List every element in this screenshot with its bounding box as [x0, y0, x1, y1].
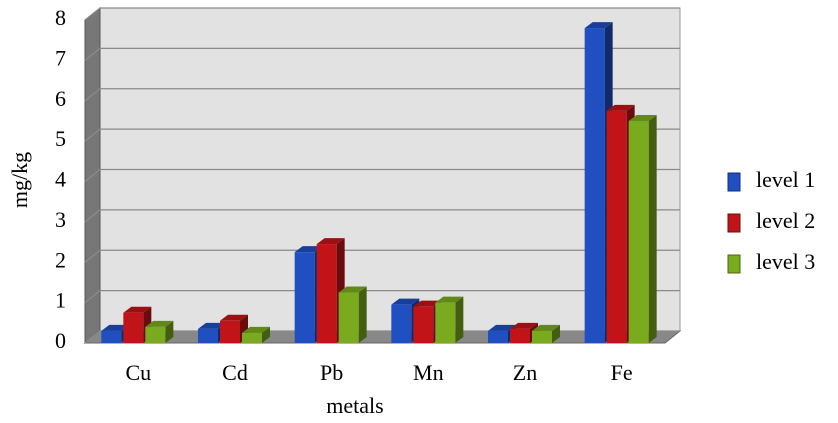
y-tick-label: 8	[55, 5, 66, 30]
bar	[532, 330, 552, 343]
bar-top	[606, 104, 635, 111]
bar-top	[391, 298, 420, 305]
bar-top	[242, 326, 270, 333]
bar-top	[294, 246, 323, 253]
grid-line	[84, 290, 680, 304]
legend-swatch	[727, 254, 741, 274]
x-tick-label: Cd	[222, 360, 248, 385]
y-tick-label: 5	[55, 126, 66, 151]
bar-top	[628, 114, 657, 121]
bar-side	[552, 324, 560, 343]
grid-line	[84, 88, 680, 102]
grid-line	[84, 7, 680, 21]
bar	[413, 306, 434, 343]
bar-top	[198, 322, 226, 329]
x-axis-label: metals	[326, 393, 383, 418]
bar	[316, 244, 337, 343]
bar	[198, 328, 218, 343]
bar-top	[488, 324, 516, 331]
bar-top	[435, 296, 464, 303]
y-tick-label: 3	[55, 207, 66, 232]
y-tick-label: 2	[55, 247, 66, 272]
y-tick-label: 1	[55, 288, 66, 313]
legend-label: level 3	[756, 249, 815, 274]
x-tick-label: Fe	[611, 360, 633, 385]
bar-side	[455, 296, 464, 343]
bar	[101, 330, 122, 343]
bar	[391, 304, 412, 343]
bar-side	[262, 326, 270, 343]
bar	[123, 312, 144, 343]
y-tick-label: 4	[55, 167, 66, 192]
bar-top	[532, 324, 560, 331]
legend-swatch	[727, 172, 741, 192]
bar	[435, 302, 456, 343]
bar	[606, 110, 627, 343]
grid-line	[84, 249, 680, 263]
bar	[488, 330, 508, 343]
grid-line	[84, 47, 680, 61]
x-tick-label: Pb	[320, 360, 343, 385]
bar-top	[220, 314, 248, 321]
bar	[294, 252, 315, 343]
y-axis-label: mg/kg	[7, 152, 32, 208]
bar-top	[123, 306, 152, 313]
bar-top	[510, 322, 538, 329]
x-tick-label: Zn	[513, 360, 537, 385]
bar-top	[145, 320, 174, 327]
bar	[338, 292, 359, 343]
bar	[145, 326, 166, 343]
bar-side	[165, 320, 174, 343]
bar-side	[358, 286, 367, 343]
bar-top	[584, 22, 613, 29]
bar-side	[648, 114, 657, 343]
grid-line	[84, 128, 680, 142]
bar	[220, 320, 240, 343]
bar	[584, 28, 605, 343]
bar-top	[338, 286, 367, 293]
grid-line	[84, 209, 680, 223]
x-tick-label: Mn	[413, 360, 444, 385]
bar	[510, 328, 530, 343]
y-tick-label: 6	[55, 86, 66, 111]
legend-swatch	[727, 213, 741, 233]
bar-top	[413, 300, 442, 307]
legend-label: level 1	[756, 167, 815, 192]
y-tick-label: 0	[55, 328, 66, 353]
bar-top	[316, 238, 345, 245]
legend-label: level 2	[756, 208, 815, 233]
bar-top	[101, 324, 130, 331]
bar	[242, 332, 262, 343]
grid-line	[84, 330, 680, 344]
x-tick-label: Cu	[125, 360, 151, 385]
bar	[628, 120, 649, 343]
grid-line	[84, 168, 680, 182]
y-tick-label: 7	[55, 45, 66, 70]
